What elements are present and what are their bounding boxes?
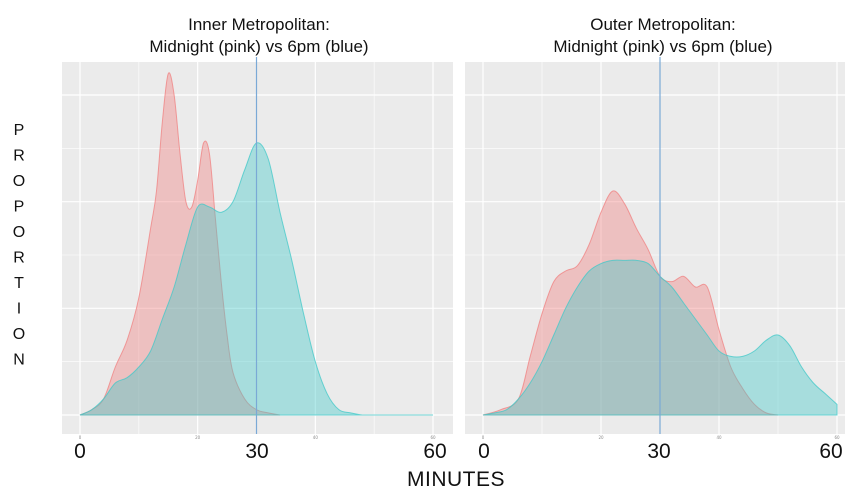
outer-metropolitan-chart: Outer Metropolitan: Midnight (pink) vs 6… bbox=[465, 15, 845, 440]
y-label-letter: N bbox=[13, 352, 25, 369]
y-label-letter: R bbox=[13, 148, 25, 165]
big-x-ticks-left: 0 30 60 bbox=[74, 440, 447, 463]
y-label-letter: P bbox=[14, 122, 25, 139]
big-tick-0: 0 bbox=[74, 440, 86, 463]
big-tick-60: 60 bbox=[819, 440, 842, 463]
x-axis-label: MINUTES bbox=[407, 468, 505, 488]
pink-density-area bbox=[482, 190, 779, 416]
chart-title-line2: Midnight (pink) vs 6pm (blue) bbox=[553, 37, 772, 56]
big-x-ticks-right: 0 30 60 bbox=[478, 440, 843, 463]
plot-panel bbox=[465, 62, 845, 434]
chart-title-line1: Inner Metropolitan: bbox=[188, 15, 330, 34]
plot-panel bbox=[62, 62, 453, 434]
small-tick-label: 40 bbox=[716, 435, 722, 440]
big-tick-60: 60 bbox=[423, 440, 446, 463]
inner-metropolitan-chart: Inner Metropolitan: Midnight (pink) vs 6… bbox=[62, 15, 453, 440]
y-label-letter: O bbox=[13, 224, 25, 241]
small-tick-label: 20 bbox=[598, 435, 604, 440]
small-tick-label: 40 bbox=[313, 435, 319, 440]
chart-title-line2: Midnight (pink) vs 6pm (blue) bbox=[149, 37, 368, 56]
small-tick-label: 60 bbox=[834, 435, 840, 440]
big-tick-0: 0 bbox=[478, 440, 490, 463]
y-label-letter: P bbox=[14, 199, 25, 216]
y-label-letter: O bbox=[13, 326, 25, 343]
chart-title-line1: Outer Metropolitan: bbox=[590, 15, 736, 34]
big-tick-30: 30 bbox=[647, 440, 670, 463]
small-tick-labels: 0 20 40 60 bbox=[79, 435, 436, 440]
small-tick-label: 60 bbox=[430, 435, 436, 440]
small-tick-label: 0 bbox=[482, 435, 485, 440]
small-tick-label: 20 bbox=[195, 435, 201, 440]
small-tick-labels: 0 20 40 60 bbox=[482, 435, 840, 440]
y-label-letter: O bbox=[13, 173, 25, 190]
y-label-letter: T bbox=[14, 275, 24, 292]
y-label-letter: I bbox=[17, 301, 21, 318]
y-label-letter: R bbox=[13, 250, 25, 267]
pink-density-area bbox=[79, 72, 281, 416]
small-tick-label: 0 bbox=[79, 435, 82, 440]
big-tick-30: 30 bbox=[245, 440, 268, 463]
